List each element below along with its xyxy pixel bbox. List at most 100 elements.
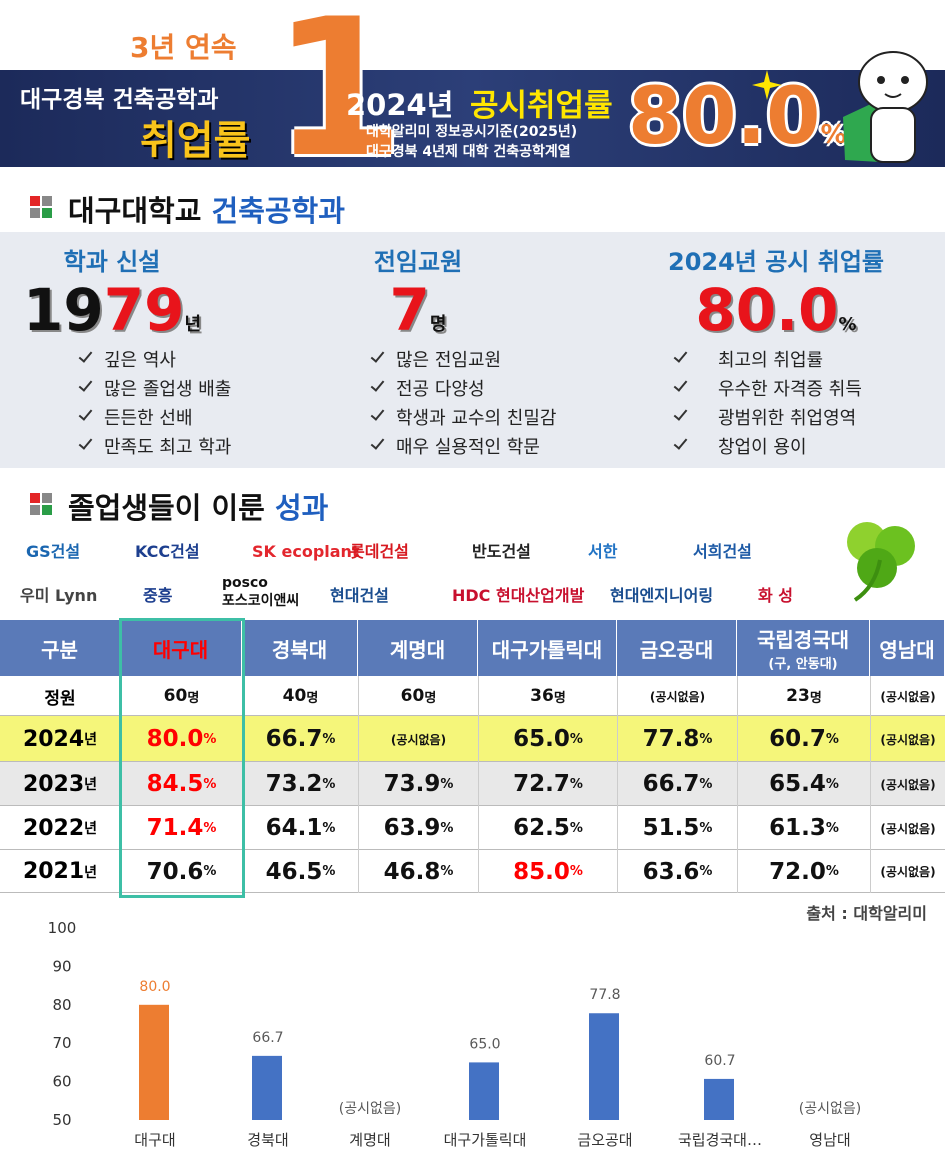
cell-unit: %	[825, 776, 839, 792]
value-label: (공시없음)	[799, 1101, 861, 1117]
cell-value: 72.7	[513, 771, 570, 797]
table-header-cell: 국립경국대 (구, 안동대)	[737, 620, 869, 676]
cell-value: 66.7	[265, 726, 323, 752]
company-name: 중흥	[143, 586, 173, 605]
cell-unit: 명	[424, 690, 437, 706]
x-tick-label: 금오공대	[577, 1131, 632, 1149]
table-cell: 63.9%	[358, 806, 478, 850]
banner	[0, 70, 945, 167]
value-label: 65.0	[469, 1036, 500, 1052]
header-text: 영남대	[879, 637, 935, 662]
fact-point: 만족도 최고 학과	[104, 437, 232, 458]
fact-value-part: 19	[23, 276, 104, 344]
cell-unit: %	[322, 731, 336, 747]
cell-value: (공시없음)	[390, 732, 447, 747]
row-label-unit: 년	[84, 864, 98, 881]
company-logo: 화 성	[758, 584, 793, 608]
table-cell: 66.7%	[617, 762, 737, 806]
table-cell: 61.3%	[737, 806, 870, 850]
row-label-text: 2023	[22, 771, 85, 797]
cell-value: 80.0	[146, 726, 204, 752]
cell-value: 73.9	[383, 771, 441, 797]
clover	[847, 522, 915, 602]
table-cell: 36 명	[478, 676, 617, 716]
company-name: posco	[222, 575, 268, 591]
x-tick-label: 국립경국대…	[678, 1131, 762, 1149]
cell-unit: %	[825, 731, 839, 747]
title-part: 졸업생들이 이룬	[68, 491, 265, 525]
company-logo: 반도건설	[472, 540, 531, 564]
fact-label: 전임교원	[373, 248, 463, 276]
rate: 80.0%	[628, 72, 847, 162]
streak: 3년 연속	[130, 31, 237, 64]
company-logo: 중흥	[143, 584, 172, 608]
fact-unit: %	[838, 314, 857, 335]
rate-name: 취업률	[140, 118, 251, 164]
x-tick-label: 영남대	[809, 1131, 850, 1149]
cell-value: (공시없음)	[649, 689, 706, 704]
row-label: 2024 년	[0, 716, 120, 762]
y-tick-label: 50	[52, 1111, 71, 1129]
x-tick-label: 경북대	[247, 1131, 288, 1149]
row-label: 정원	[0, 676, 120, 716]
fact-value: 7명	[258, 276, 578, 344]
sparkle	[752, 70, 782, 100]
x-tick-label: 대구가톨릭대	[444, 1131, 527, 1149]
cell-value: 63.6	[642, 858, 700, 885]
company-logo: 우미 Lynn	[20, 584, 97, 608]
cell-value: 62.5	[513, 815, 570, 841]
value-label: 60.7	[704, 1053, 735, 1069]
header-text: 계명대	[389, 637, 446, 662]
row-label: 2022 년	[0, 806, 120, 850]
table-row-bg	[0, 806, 945, 850]
company-logo: 서한	[588, 540, 617, 564]
table-cell: 23 명	[737, 676, 870, 716]
table-cell: (공시없음)	[870, 806, 945, 850]
row-label-text: 2021	[22, 859, 85, 884]
row-label-unit: 년	[84, 821, 98, 837]
cell-unit: %	[203, 864, 217, 879]
table-cell: 46.5%	[242, 850, 358, 893]
fact-value-part: 80.0	[695, 276, 839, 344]
table-header-cell: 영남대	[870, 620, 944, 676]
table-cell: (공시없음)	[870, 762, 945, 806]
cell-unit: %	[440, 820, 454, 836]
fact-point: 전공 다양성	[396, 379, 485, 400]
cell-value: 85.0	[513, 858, 570, 885]
mascot	[843, 51, 928, 163]
cell-unit: %	[203, 776, 217, 792]
cell-unit: %	[699, 820, 713, 836]
bar	[252, 1055, 282, 1120]
cell-unit: %	[699, 864, 713, 879]
value-label: 66.7	[252, 1030, 283, 1046]
company-name: HDC 현대산업개발	[452, 586, 585, 605]
bar	[139, 1004, 169, 1120]
table-cell: 80.0%	[120, 716, 242, 762]
rate-unit: %	[820, 120, 847, 150]
cell-value: 63.9	[383, 815, 441, 841]
cell-unit: %	[569, 820, 583, 836]
intro-panel	[0, 232, 945, 468]
row-label-text: 2022	[22, 815, 85, 841]
fact-point: 광범위한 취업영역	[718, 408, 857, 429]
table-header-cell: 금오공대	[617, 620, 736, 676]
header-text: 경북대	[271, 637, 328, 662]
table-header-cell: 구분	[0, 620, 119, 676]
cell-value: (공시없음)	[880, 821, 936, 836]
fact-label: 2024년 공시 취업률	[668, 248, 884, 276]
table-cell: 46.8%	[358, 850, 478, 893]
scope: 대구경북 4년제 대학 건축공학계열	[366, 144, 571, 160]
company-name: KCC건설	[135, 542, 200, 561]
table-cell: 64.1%	[242, 806, 358, 850]
rank: 1	[272, 0, 405, 199]
y-tick-label: 70	[52, 1034, 71, 1052]
table-cell: 65.4%	[737, 762, 870, 806]
table-cell: 70.6%	[120, 850, 242, 893]
headline: 공시취업률	[470, 88, 613, 124]
y-tick-label: 60	[52, 1073, 71, 1091]
header-text: 국립경국대	[757, 628, 849, 652]
cell-unit: %	[569, 731, 583, 747]
fact-point: 최고의 취업률	[718, 350, 824, 371]
table-cell: 40 명	[242, 676, 358, 716]
fact-value: 1979년	[0, 276, 272, 344]
